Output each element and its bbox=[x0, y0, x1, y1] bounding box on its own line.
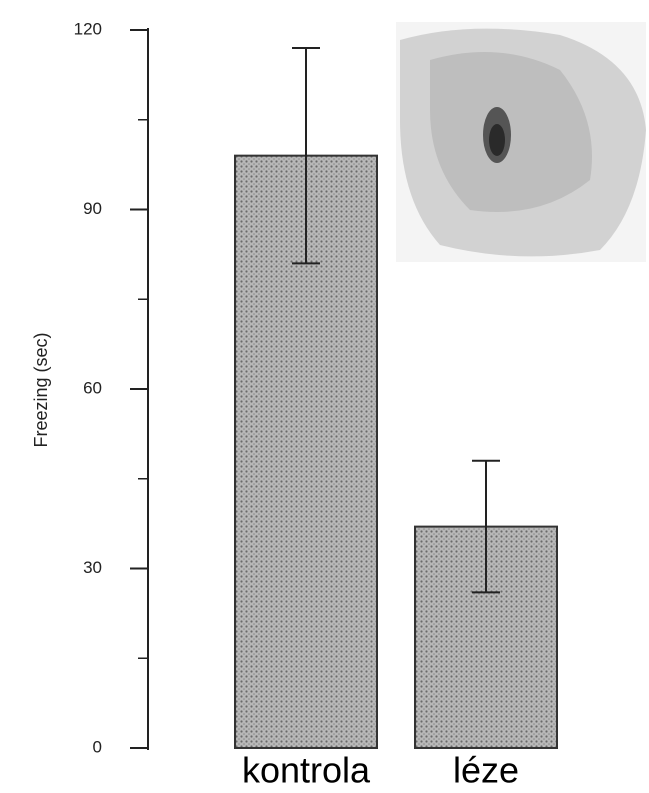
x-tick-label: léze bbox=[453, 750, 519, 791]
y-axis-label: Freezing (sec) bbox=[31, 332, 51, 447]
y-tick-label: 120 bbox=[74, 19, 102, 38]
y-tick-label: 90 bbox=[83, 199, 102, 218]
chart: Freezing (sec) 0 30 60 90 120 kontrola léze bbox=[0, 0, 649, 793]
page: Freezing (sec) 0306090120kontrolaléze ((… bbox=[0, 0, 649, 793]
inset-image bbox=[396, 22, 646, 262]
x-tick-label: kontrola bbox=[242, 750, 371, 791]
y-tick-label: 0 bbox=[93, 737, 102, 756]
y-tick-label: 60 bbox=[83, 378, 102, 397]
y-tick-label: 30 bbox=[83, 558, 102, 577]
